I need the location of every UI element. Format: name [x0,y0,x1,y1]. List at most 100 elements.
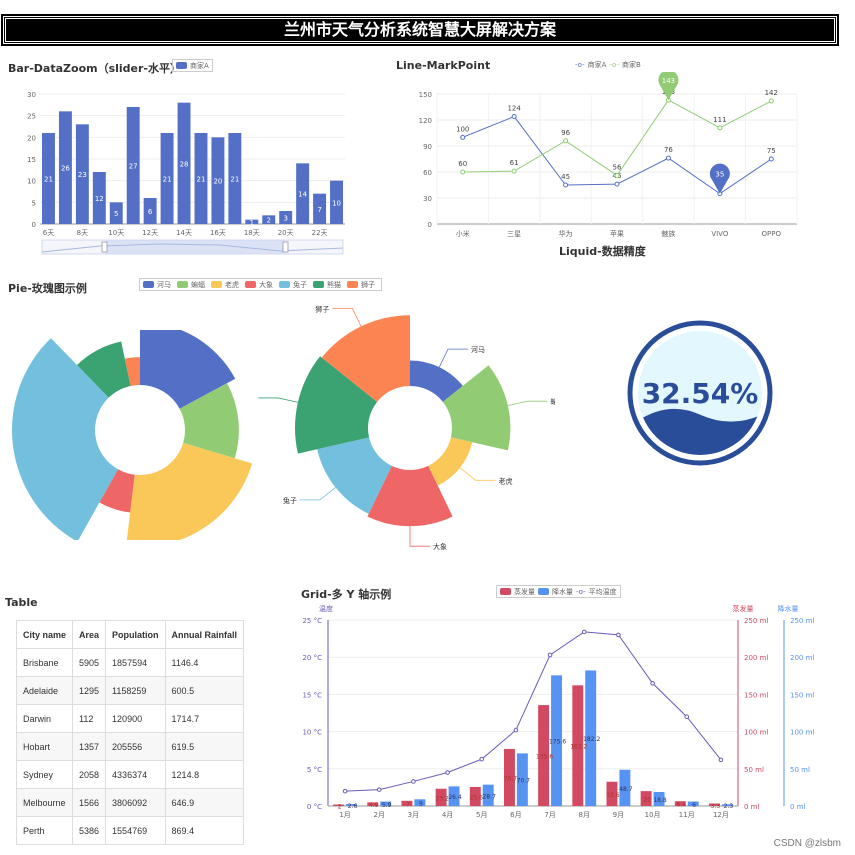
table-cell: Melbourne [15,788,74,817]
point-label: 75 [767,147,776,155]
y-tick-evap: 150 ml [744,691,768,699]
table-row: Darwin 112 120900 1714.7 [15,704,245,733]
table-row: Melbourne 1566 3806092 646.9 [15,788,245,817]
table-cell: 1566 [72,788,107,817]
x-tick-label: 4月 [442,811,453,819]
rose-chart-radius[interactable] [0,330,260,540]
rose-label: 兔子 [283,496,297,505]
rose-slice [367,465,453,527]
x-tick-label: 8天 [77,229,88,237]
rose-slice [179,383,239,459]
datazoom-shadow-line [41,243,344,253]
evap-bar [367,802,379,806]
y-tick-label: 150 [419,91,432,99]
bar-data-label: 27 [129,163,138,171]
table-row: Brisbane 5905 1857594 1146.4 [15,648,245,677]
evap-data-label: 2 [338,803,342,810]
x-tick-label: 16天 [210,229,226,237]
legend-temp-icon: -o- [576,587,586,596]
evap-bar [606,781,618,806]
table-cell: Hobart [15,732,74,761]
y-tick-temp: 15 °C [302,691,322,699]
line-markpoint-chart[interactable]: 0306090120150小米三星华为苹果魅族VIVOOPPO100124454… [395,72,815,244]
legend-swatch [177,281,188,288]
legend-swatch [279,281,290,288]
table-cell: 1714.7 [164,704,245,733]
table-cell: 5386 [72,816,107,845]
pie-legend-item[interactable]: 大象 [259,280,273,289]
series-point [717,125,723,131]
evap-data-label: 6.4 [677,802,687,809]
page-title: 兰州市天气分析系统智慧大屏解决方案 [283,20,556,39]
point-label: 56 [613,163,622,171]
x-tick-label: 12月 [713,811,729,819]
rose-slice [295,356,378,454]
rose-slice [428,437,473,486]
rose-label-line [258,397,298,403]
rain-bar [516,753,528,806]
pie-legend-item[interactable]: 河马 [157,280,171,289]
table-cell: 1857594 [105,648,166,677]
line-legend[interactable]: -o- 商家A -o- 商家B [572,58,644,71]
pie-legend-item[interactable]: 狮子 [361,280,375,289]
multi-legend[interactable]: 蒸发量 降水量 -o- 平均温度 [496,585,621,598]
point-label: 45 [561,173,570,181]
evap-bar [674,801,686,806]
axis-name-evap: 蒸发量 [733,604,754,613]
rose-label: 大象 [433,542,447,551]
x-tick-label: 9月 [613,811,624,819]
temp-point [513,727,519,733]
temp-point [616,632,621,638]
bar-mark [58,111,72,224]
y-tick-label: 120 [419,117,432,125]
bar-data-label: 12 [95,195,104,203]
y-tick-label: 10 [27,178,36,186]
bar-mark [296,163,310,224]
pie-legend-item[interactable]: 蝙蝠 [191,280,205,289]
bar-mark [126,107,140,224]
rain-data-label: 28.7 [483,793,497,800]
legend-swatch [176,62,187,69]
table-cell: Brisbane [15,648,74,677]
rose-slice [12,338,119,540]
pie-legend-item[interactable]: 熊猫 [327,280,341,289]
page-title-banner: 兰州市天气分析系统智慧大屏解决方案 [1,14,839,46]
y-tick-label: 30 [27,91,36,99]
bar-data-label: 1 [250,219,254,227]
evap-bar [538,705,550,806]
table-row: Sydney 2058 4336374 1214.8 [15,760,245,789]
rose-label-line [459,467,496,481]
pie-legend-item[interactable]: 兔子 [293,280,307,289]
rain-bar [414,799,426,806]
x-tick-label: 魅族 [661,229,675,238]
point-label: 96 [561,129,570,137]
x-tick-label: 三星 [507,230,521,238]
y-tick-label: 90 [423,143,432,151]
rose-slice [140,330,236,409]
rain-data-label: 70.7 [517,778,531,785]
rose-label-line [332,307,362,327]
y-tick-evap: 200 ml [744,654,768,662]
y-tick-label: 5 [32,199,36,207]
temp-line [345,631,722,792]
rose-label-line [507,400,548,407]
pie-legend-item[interactable]: 老虎 [225,280,239,289]
multi-axis-chart[interactable]: 温度 蒸发量 降水量 0 °C 0 ml 0 ml 5 °C 50 ml 50 ml 10 °C 1… [300,598,820,826]
point-label: 111 [713,116,726,124]
table-row: Perth 5386 1554769 869.4 [15,816,245,845]
series-point [768,156,774,162]
bar-mark [194,133,208,224]
rain-data-label: 6 [692,802,696,809]
x-tick-label: 7月 [544,811,555,819]
y-tick-rain: 250 ml [790,617,814,625]
legend-swatch [143,281,154,288]
table-cell: 4336374 [105,760,166,789]
rain-bar [619,769,631,806]
legend-swatch [538,588,549,595]
legend-line-b: 商家B [622,60,641,69]
evap-data-label: 76.7 [504,775,518,782]
bar-legend[interactable]: 商家A [172,59,213,72]
pie-legend[interactable]: 河马 蝙蝠 老虎 大象 兔子 熊猫 狮子 [139,278,382,291]
